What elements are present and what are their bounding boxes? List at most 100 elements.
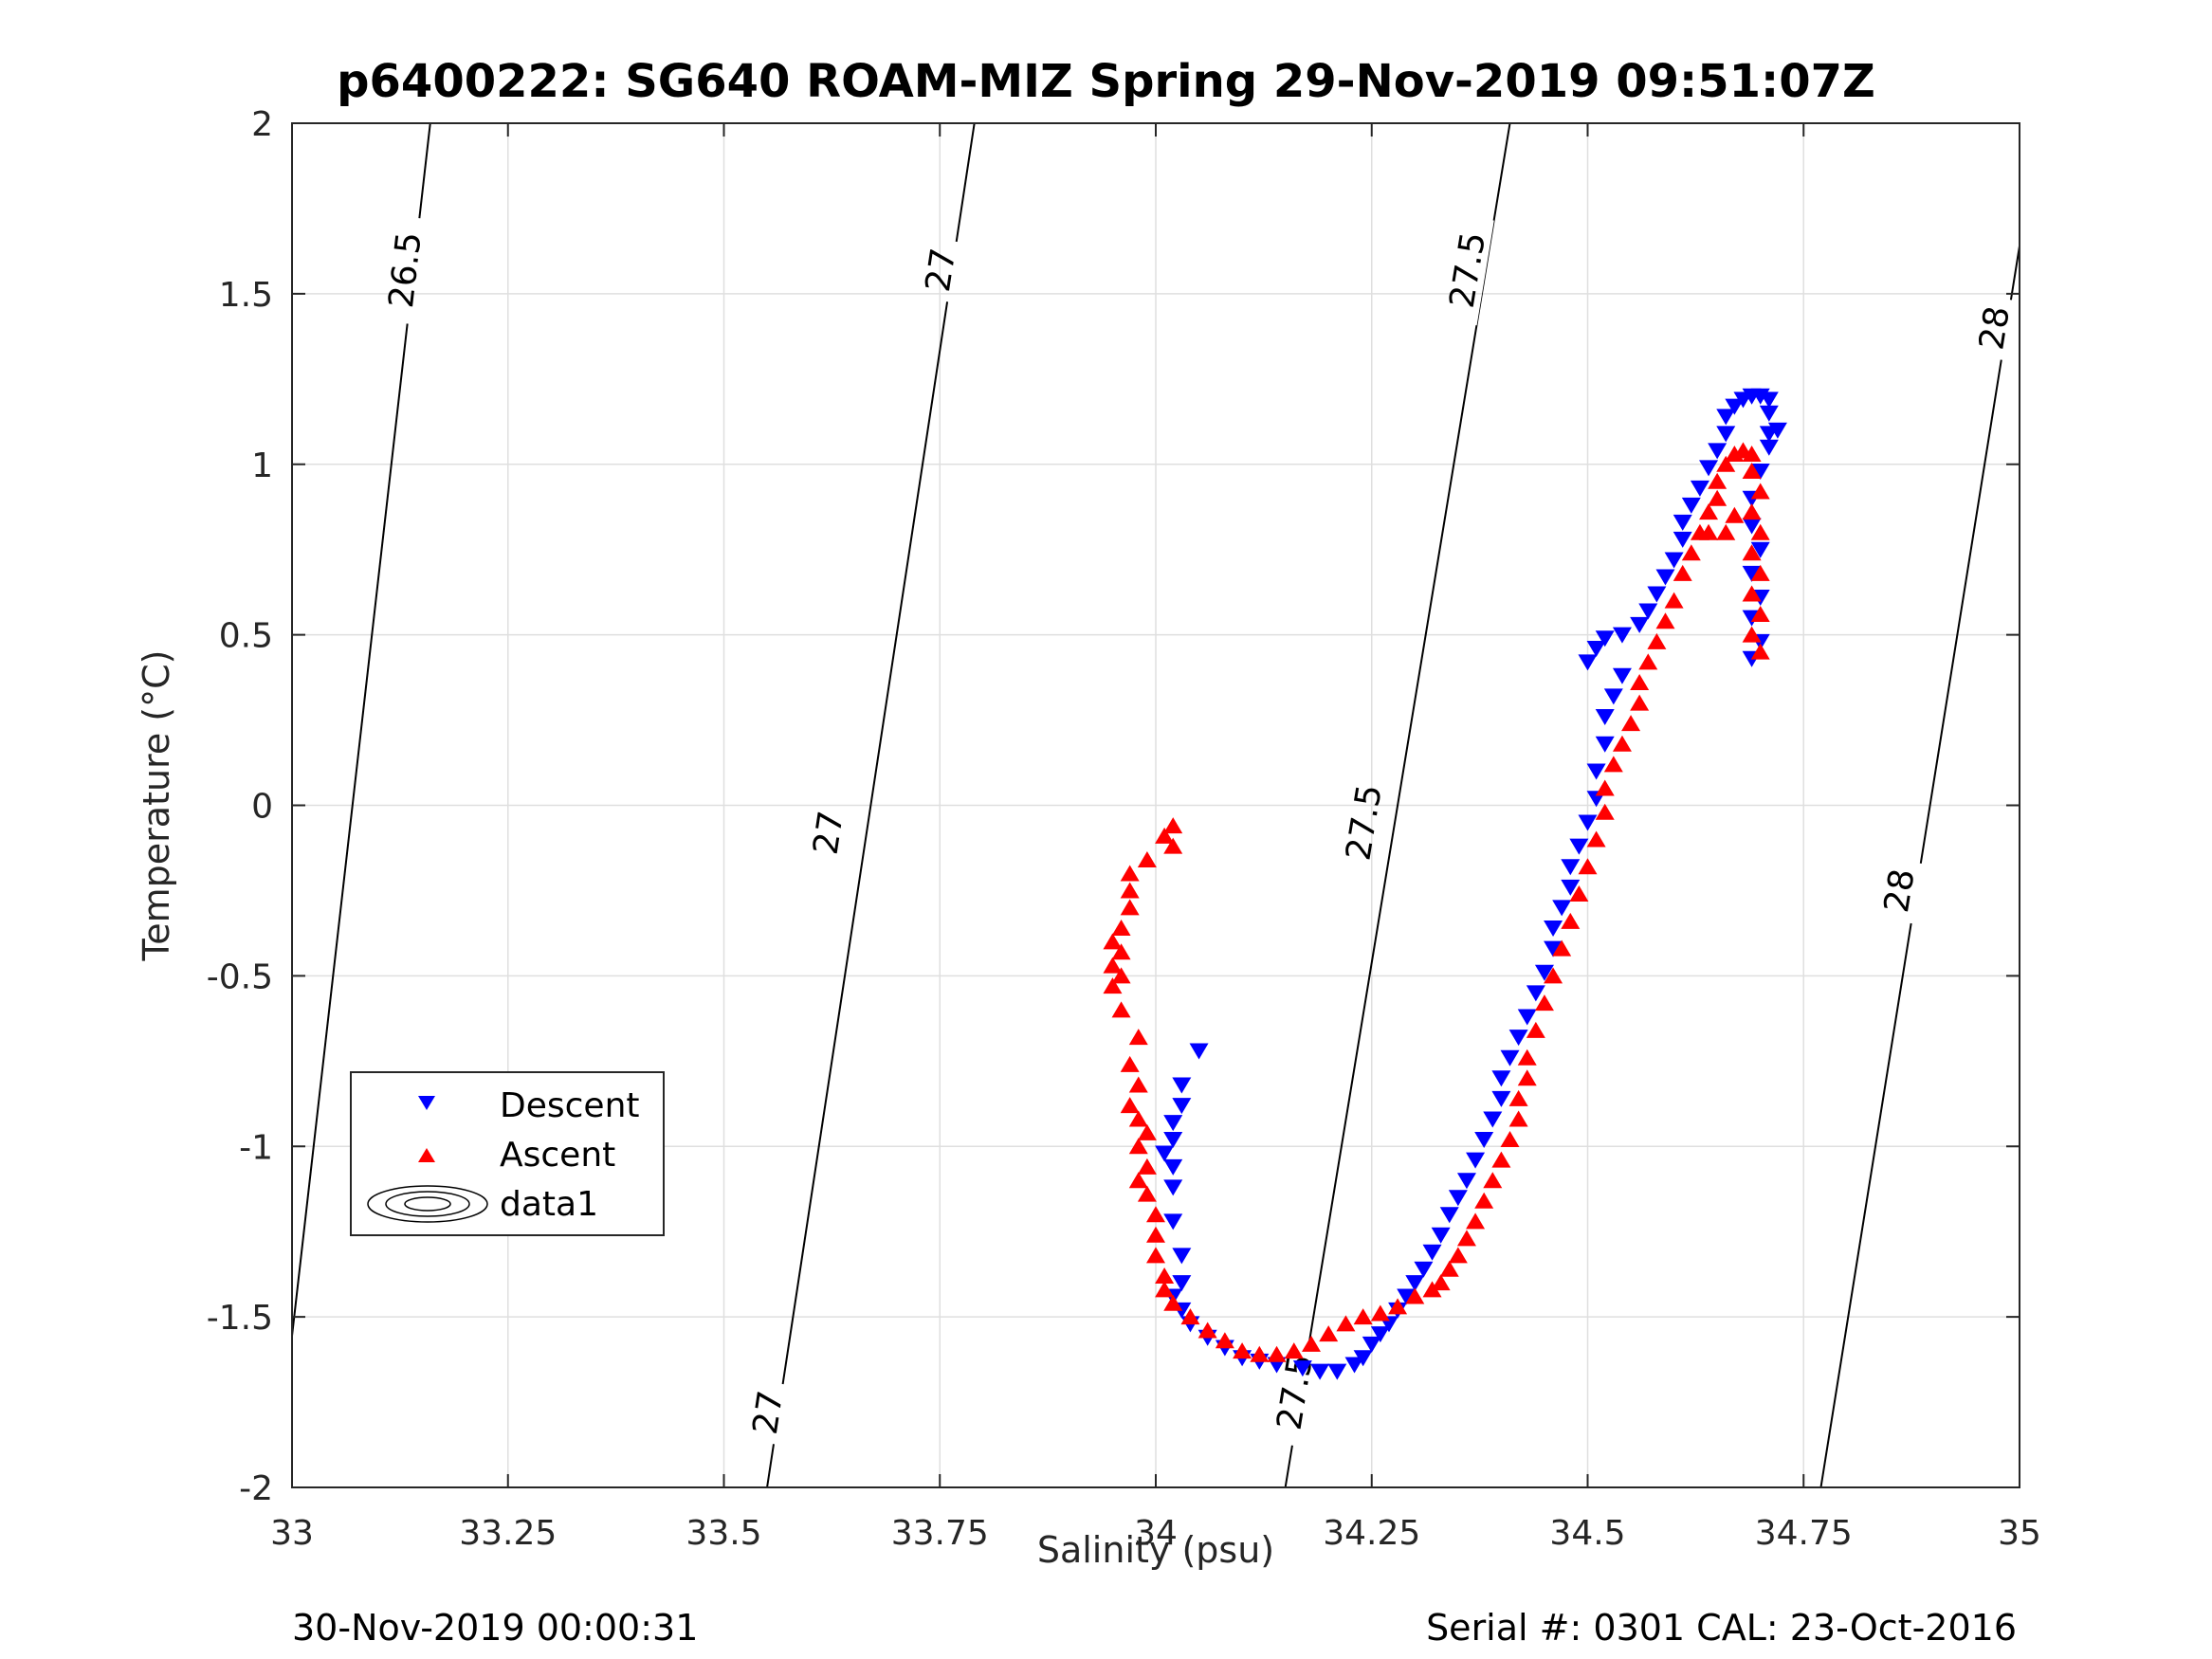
descent-point	[1690, 480, 1709, 497]
x-tick-label: 33.25	[459, 1514, 557, 1553]
x-tick-label: 34.5	[1549, 1514, 1625, 1553]
ascent-point	[1319, 1325, 1339, 1342]
ascent-point	[1586, 830, 1606, 848]
descent-point	[1500, 1049, 1520, 1066]
ascent-point	[1595, 779, 1615, 796]
ascent-point	[1595, 803, 1615, 820]
ascent-point	[1544, 967, 1563, 984]
ascent-point	[1336, 1315, 1356, 1332]
descent-point	[1759, 426, 1779, 443]
ascent-point	[1630, 694, 1650, 711]
ascent-point	[1655, 612, 1675, 629]
ascent-point	[1128, 1076, 1148, 1093]
ascent-point	[1552, 939, 1572, 957]
ascent-point	[1128, 1172, 1148, 1189]
descent-point	[1405, 1275, 1425, 1292]
descent-point	[1491, 1070, 1511, 1087]
ascent-point	[1120, 865, 1140, 882]
ascent-point	[1233, 1342, 1252, 1359]
ascent-point	[1155, 1281, 1175, 1298]
ascent-point	[1103, 977, 1123, 994]
ascent-point	[1500, 1131, 1520, 1148]
contour-label: 28	[1972, 303, 2018, 353]
descent-point	[1681, 497, 1701, 514]
y-tick-label: 2	[251, 105, 273, 144]
ascent-point	[1155, 827, 1175, 844]
ascent-point	[1638, 653, 1658, 670]
ascent-point	[1146, 1247, 1165, 1264]
ascent-point	[1120, 1097, 1140, 1114]
x-tick-label: 34.75	[1755, 1514, 1853, 1553]
contour-label: 26.5	[382, 230, 430, 310]
x-tick-label: 33.75	[891, 1514, 989, 1553]
ascent-point	[1111, 1001, 1131, 1018]
ascent-point	[1267, 1345, 1287, 1362]
ascent-point	[1111, 943, 1131, 960]
descent-point	[1750, 541, 1770, 558]
ascent-point	[1742, 445, 1762, 462]
descent-point	[1552, 900, 1572, 917]
legend[interactable]: Descent Ascent data1	[350, 1071, 665, 1236]
descent-point	[1699, 460, 1719, 477]
ascent-point	[1681, 544, 1701, 561]
ascent-point	[1750, 643, 1770, 660]
descent-point	[1578, 814, 1598, 831]
y-tick-label: -0.5	[207, 957, 273, 996]
descent-point	[1742, 518, 1762, 535]
descent-point	[1474, 1132, 1494, 1149]
descent-point	[1716, 426, 1736, 443]
descent-point	[1163, 1115, 1183, 1132]
ascent-point	[1517, 1069, 1537, 1086]
ascent-point	[1612, 735, 1632, 752]
ascent-point	[1603, 756, 1623, 773]
descent-point	[1189, 1043, 1209, 1060]
ascent-point	[1483, 1172, 1503, 1189]
ascent-point	[1163, 837, 1183, 854]
ascent-point	[1111, 967, 1131, 984]
ascent-point	[1155, 1267, 1175, 1284]
ascent-point	[1103, 957, 1123, 974]
ascent-point	[1534, 994, 1554, 1012]
descent-point	[1431, 1227, 1451, 1244]
descent-point	[1742, 565, 1762, 582]
ascent-point	[1448, 1247, 1468, 1264]
ascent-point	[1197, 1322, 1217, 1339]
contour-label: 27.5	[1339, 782, 1389, 864]
ascent-point	[1742, 585, 1762, 602]
ascent-point	[1370, 1304, 1390, 1322]
descent-point	[1725, 398, 1745, 415]
descent-point	[1578, 654, 1598, 671]
contour-line	[1284, 123, 1511, 1487]
y-tick-label: 0.5	[219, 617, 273, 656]
descent-point	[1362, 1336, 1381, 1353]
ascent-point	[1284, 1342, 1304, 1359]
ascent-point	[1137, 1185, 1157, 1202]
ascent-point	[1742, 503, 1762, 520]
descent-point	[1327, 1363, 1347, 1380]
contour-27: 27 27 27	[746, 123, 976, 1487]
descent-point	[1466, 1152, 1486, 1169]
ascent-point	[1750, 483, 1770, 500]
descent-point	[1422, 1244, 1442, 1261]
y-tick-label: 1.5	[219, 276, 273, 315]
ascent-point	[1526, 1021, 1545, 1038]
ascent-point	[1353, 1308, 1373, 1325]
x-tick-label: 33	[270, 1514, 314, 1553]
descent-point	[1456, 1173, 1476, 1190]
y-tick-label: -2	[239, 1469, 273, 1508]
ascent-point	[1137, 1158, 1157, 1175]
descent-point	[1647, 586, 1667, 603]
ascent-point	[1120, 882, 1140, 899]
descent-point	[1750, 463, 1770, 480]
descent-point	[1353, 1350, 1373, 1367]
legend-ascent-marker	[418, 1148, 435, 1162]
ascent-point	[1215, 1332, 1234, 1349]
descent-point	[1630, 616, 1650, 633]
x-tick-label: 34	[1134, 1514, 1178, 1553]
contour-label: 27	[919, 246, 963, 294]
ascent-point	[1474, 1192, 1494, 1209]
descent-point	[1595, 708, 1615, 725]
ascent-point	[1750, 523, 1770, 540]
descent-point	[1655, 569, 1675, 586]
